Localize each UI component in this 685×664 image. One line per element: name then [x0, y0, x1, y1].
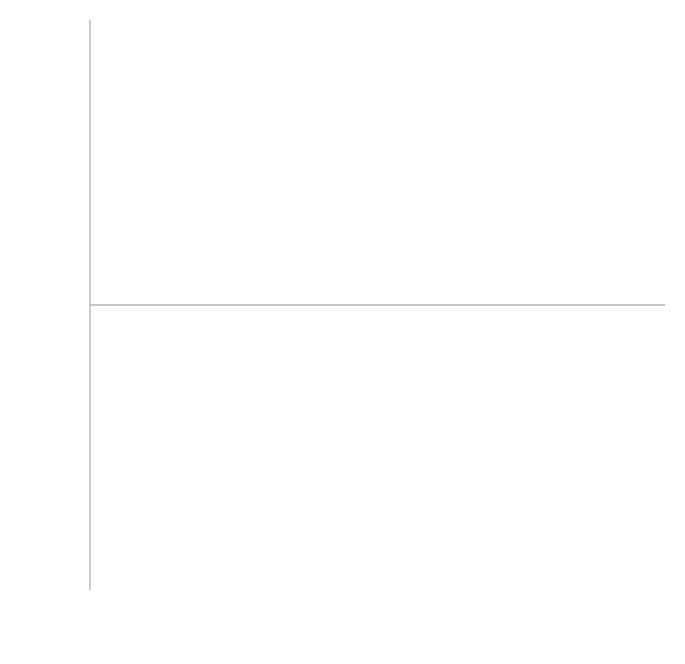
- chart-bg: [0, 0, 685, 664]
- chart-svg: [0, 0, 685, 664]
- scatter-chart: [0, 0, 685, 664]
